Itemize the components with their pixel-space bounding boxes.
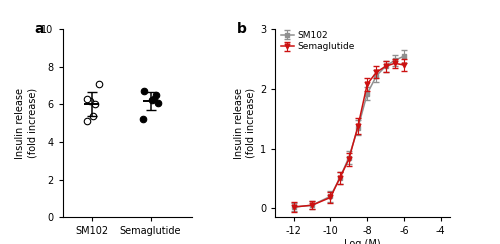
Point [82,97,90,101]
X-axis label: Log (M): Log (M) [344,239,381,244]
Y-axis label: Insulin release
(fold increase): Insulin release (fold increase) [16,88,37,159]
Point [140,89,148,93]
Point [86,99,94,103]
Point [150,97,158,101]
Legend: SM102, Semaglutide: SM102, Semaglutide [280,30,356,52]
Point [82,119,90,123]
Point [90,114,98,118]
Text: a: a [34,22,43,36]
Text: b: b [237,22,246,36]
Point [148,98,156,102]
Point [139,118,147,122]
Y-axis label: Insulin release
(fold increase): Insulin release (fold increase) [234,88,256,159]
Point [92,102,100,106]
Point [154,101,162,104]
Point [152,93,160,97]
Point [94,82,102,86]
